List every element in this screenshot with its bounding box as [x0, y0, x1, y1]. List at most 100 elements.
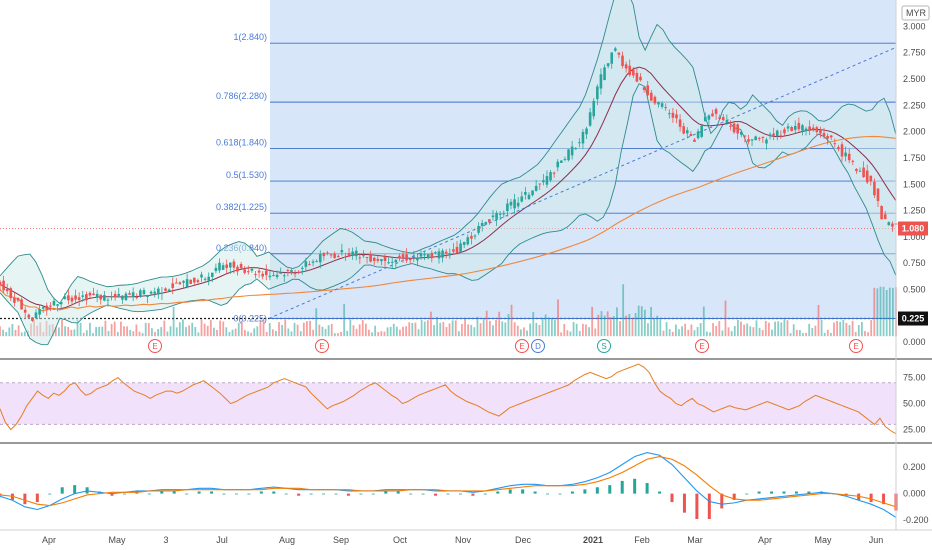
candle-body	[31, 317, 34, 321]
volume-bar	[234, 328, 237, 337]
candle-body	[167, 289, 171, 291]
candle-body	[67, 295, 70, 301]
macd-histogram-bar	[60, 487, 64, 494]
time-axis[interactable]: Apr May 3 Jul Aug Sep Oct Nov Dec 2021 Feb Mar Apr Ma…	[0, 529, 932, 545]
candle-body	[365, 256, 369, 258]
candle-body	[193, 277, 196, 283]
candle-body	[408, 258, 412, 261]
volume-bar	[588, 327, 590, 337]
candle-body	[354, 250, 358, 257]
volume-bar	[743, 324, 745, 337]
volume-bar	[188, 325, 191, 337]
volume-bar	[222, 321, 225, 337]
time-tick-label: May	[814, 535, 832, 545]
candle-body	[614, 48, 617, 51]
volume-bar	[591, 306, 594, 337]
volume-bar	[634, 313, 637, 337]
volume-bar	[377, 331, 380, 337]
volume-bar	[839, 321, 842, 337]
volume-bar	[557, 299, 559, 337]
candle-body	[513, 199, 516, 209]
volume-bar	[299, 331, 302, 337]
volume-bar	[554, 319, 556, 337]
macd-histogram-bar	[421, 493, 425, 495]
pane-dividers[interactable]	[0, 0, 932, 530]
volume-bar	[321, 326, 324, 337]
candle-body	[725, 120, 729, 123]
candle-body	[650, 92, 653, 101]
candle-body	[488, 219, 491, 223]
macd-histogram-bar	[259, 491, 263, 494]
volume-bar	[476, 316, 479, 337]
macd-histogram-bar	[670, 493, 674, 503]
candle-body	[239, 264, 243, 269]
currency-badge[interactable]: MYR	[901, 5, 930, 21]
candle-body	[182, 280, 185, 283]
candle-body	[326, 252, 329, 254]
candle-body	[9, 288, 13, 299]
candle-body	[642, 87, 646, 90]
macd-histogram-bar	[160, 491, 164, 494]
volume-bar	[240, 320, 243, 337]
volume-bar	[712, 323, 714, 337]
volume-bar	[752, 327, 755, 337]
candle-body	[390, 261, 394, 263]
macd-histogram-bar	[595, 487, 599, 494]
volume-bar	[178, 322, 181, 337]
price-candles	[0, 46, 898, 323]
candle-body	[171, 283, 175, 288]
candle-body	[254, 274, 257, 276]
rsi-line	[0, 363, 897, 435]
candle-body	[520, 196, 524, 202]
volume-bar	[61, 319, 63, 337]
currency-badge-box[interactable]	[901, 5, 930, 21]
candle-body	[329, 254, 333, 256]
candle-body	[275, 274, 279, 278]
macd-histogram-bar	[546, 493, 550, 495]
volume-bar	[603, 315, 606, 337]
volume-bar	[857, 325, 860, 337]
volume-bar	[678, 329, 680, 337]
candle-body	[606, 63, 610, 67]
macd-tick-label: -0.200	[903, 515, 929, 525]
volume-bar	[414, 322, 417, 337]
volume-bar	[488, 320, 491, 337]
candle-body	[506, 203, 509, 212]
macd-histogram-bar	[695, 493, 699, 520]
candle-body	[632, 69, 635, 76]
candle-body	[653, 96, 657, 104]
macd-histogram-bar	[122, 493, 126, 495]
candle-body	[865, 170, 869, 183]
volume-bar	[448, 323, 451, 337]
volume-bar	[495, 319, 497, 337]
candle-body	[297, 271, 300, 273]
candle-body	[484, 222, 488, 225]
price-axis[interactable]: 3.000 2.750 2.500 2.250 2.000 1.750 1.500 1.250…	[903, 21, 929, 525]
candle-body	[20, 299, 23, 310]
volume-bar	[833, 322, 835, 337]
candle-body	[578, 142, 581, 144]
volume-bar	[609, 317, 612, 337]
volume-bar	[8, 327, 11, 337]
volume-bar	[290, 331, 293, 337]
volume-bar	[346, 330, 349, 337]
macd-histogram-bar	[409, 493, 413, 495]
volume-bar	[5, 332, 8, 337]
candle-body	[466, 237, 470, 245]
bollinger-upper	[0, 0, 897, 305]
volume-bar	[879, 286, 882, 337]
candle-body	[444, 251, 448, 254]
volume-bar	[792, 324, 795, 337]
volume-bar	[256, 326, 259, 337]
candle-body	[315, 261, 318, 263]
price-tick-label: 2.000	[903, 127, 926, 137]
candle-body	[441, 250, 444, 258]
candle-body	[844, 152, 847, 157]
time-tick-label: Feb	[634, 535, 650, 545]
candle-body	[189, 279, 193, 284]
candle-body	[383, 256, 387, 261]
volume-bar	[231, 329, 234, 337]
macd-histogram-bar	[334, 493, 338, 495]
